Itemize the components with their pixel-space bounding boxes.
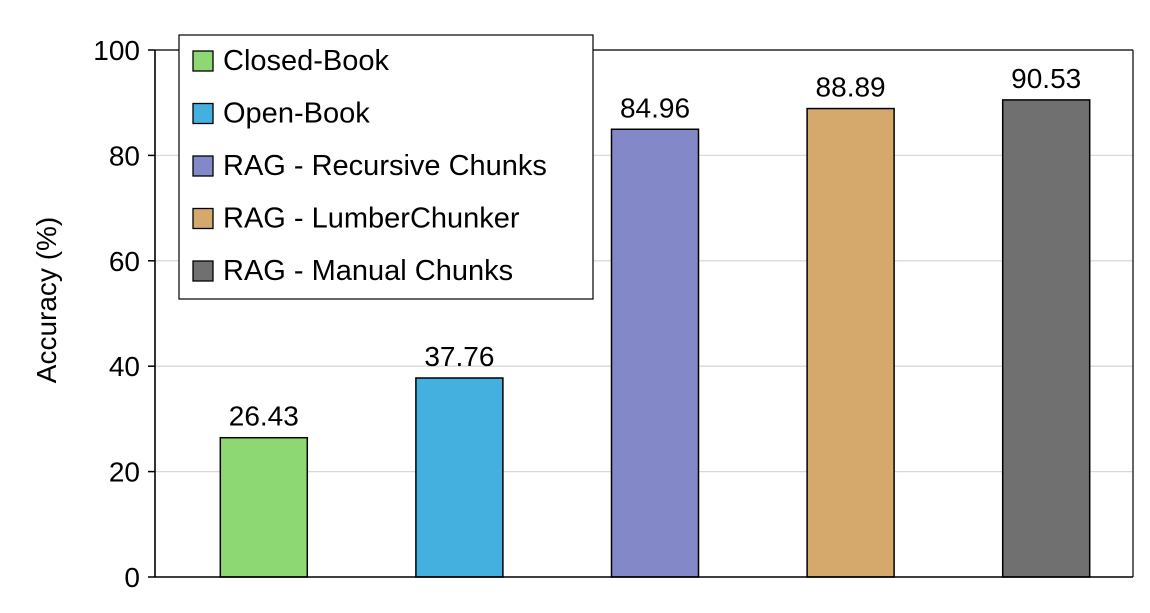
bar-5: [1001, 99, 1091, 578]
legend-label: RAG - Manual Chunks: [223, 255, 513, 287]
legend-label: RAG - LumberChunker: [223, 203, 520, 235]
legend-box: [178, 34, 594, 300]
bar-1: [219, 436, 309, 578]
legend-label: Closed-Book: [223, 45, 390, 77]
data-label: 88.89: [816, 72, 886, 103]
bars: [219, 99, 1091, 578]
legend-label: RAG - Recursive Chunks: [223, 150, 547, 182]
bar-2: [415, 377, 504, 578]
bar-3: [610, 128, 700, 578]
y-tick-label: 60: [109, 246, 140, 277]
y-tick-label: 100: [93, 35, 140, 66]
legend-swatch: [192, 102, 214, 125]
axes: 0 20 40 60 80 100: [93, 35, 1134, 593]
y-tick-label: 0: [124, 562, 140, 593]
legend-swatch: [192, 50, 214, 72]
bar-4: [806, 107, 895, 578]
legend: Closed-Book Open-Book RAG - Recursive Chun…: [178, 34, 594, 300]
data-label: 26.43: [229, 401, 299, 432]
data-label: 84.96: [620, 92, 690, 123]
data-label: 90.53: [1011, 63, 1081, 94]
legend-swatch: [192, 260, 214, 282]
legend-swatch: [192, 207, 214, 230]
y-tick-label: 80: [109, 140, 140, 171]
y-axis-title: Accuracy (%): [31, 217, 62, 383]
legend-swatch: [192, 155, 214, 177]
data-label: 37.76: [424, 341, 494, 372]
y-tick-label: 20: [109, 457, 140, 488]
y-tick-label: 40: [109, 351, 140, 382]
legend-label: Open-Book: [223, 98, 370, 130]
data-labels: 26.43 37.76 84.96 88.89 90.53: [229, 63, 1081, 432]
